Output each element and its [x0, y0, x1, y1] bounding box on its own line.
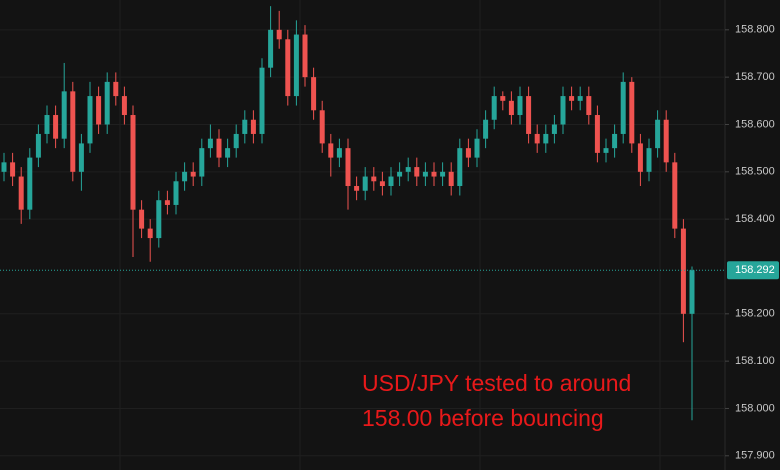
candle-body [182, 171, 188, 182]
y-tick-label: 158.600 [735, 118, 775, 130]
candle-body [156, 200, 162, 239]
candle-body [526, 96, 532, 134]
candle-body [87, 96, 93, 144]
candle-body [190, 171, 196, 177]
candle-body [620, 81, 626, 134]
y-tick-label: 158.400 [735, 213, 775, 225]
y-tick-label: 158.800 [735, 24, 775, 36]
candle-body [354, 186, 360, 191]
candle-body [603, 148, 609, 153]
candle-body [164, 200, 170, 205]
candle-body [130, 115, 136, 210]
candle-body [78, 143, 84, 172]
candle-body [10, 162, 16, 177]
candle-body [422, 171, 428, 177]
annotation: 158.00 before bouncing [362, 405, 604, 431]
y-tick-label: 158.100 [735, 355, 775, 367]
y-tick-label: 158.700 [735, 71, 775, 83]
y-tick-label: 158.000 [735, 402, 775, 414]
candle-body [121, 96, 127, 116]
candle-body [483, 119, 489, 139]
vertical-grid [119, 0, 661, 470]
candle-body [216, 138, 222, 158]
candle-body [672, 162, 678, 229]
candle-body [70, 91, 76, 172]
candle-body [500, 96, 506, 101]
candle-body [311, 77, 317, 111]
annotation: USD/JPY tested to around [362, 370, 631, 396]
candle-body [655, 119, 661, 149]
candle-body [534, 133, 540, 144]
candle-body [397, 171, 403, 177]
candle-body [457, 148, 463, 187]
candle-body [139, 209, 145, 229]
candle-body [96, 96, 102, 125]
candle-body [594, 115, 600, 153]
last-price-badge [727, 261, 779, 280]
candle-body [27, 157, 33, 210]
candle-body [319, 110, 325, 144]
candle-body [104, 81, 110, 125]
candle-body [328, 143, 334, 158]
candle-body [173, 181, 179, 205]
candle-body [285, 39, 291, 97]
candle-body [629, 81, 635, 144]
candle-body [259, 67, 265, 134]
candle-body [586, 96, 592, 116]
candle-body [508, 100, 514, 116]
candle-body [388, 176, 394, 187]
candle-body [250, 119, 256, 134]
candle-body [440, 171, 446, 177]
candle-body [474, 138, 480, 158]
candle-body [268, 29, 274, 68]
candle-body [35, 133, 41, 158]
candle-body [207, 138, 213, 149]
candle-body [147, 228, 153, 239]
candle-body [491, 96, 497, 120]
candle-body [242, 119, 248, 134]
candle-body [345, 148, 351, 187]
candle-body [405, 167, 411, 172]
candle-body [61, 91, 67, 139]
candle-body [543, 133, 549, 144]
candle-body [44, 115, 50, 134]
candle-body [302, 34, 308, 78]
candle-body [276, 29, 282, 40]
candle-body [663, 119, 669, 163]
candle-body [113, 81, 119, 97]
candle-body [551, 124, 557, 134]
y-tick-label: 158.500 [735, 166, 775, 178]
candle-body [336, 148, 342, 158]
candle-body [53, 115, 59, 139]
candle-body [637, 143, 643, 172]
candle-body [362, 176, 368, 191]
candle-body [577, 96, 583, 101]
candle-body [379, 181, 385, 187]
candle-body [414, 167, 420, 177]
candle-body [18, 176, 24, 210]
candle-body [646, 148, 652, 172]
candle-body [1, 162, 7, 172]
y-tick-label: 157.900 [735, 450, 775, 462]
candle-body [465, 148, 471, 158]
candle-body [199, 148, 205, 177]
candle-body [680, 228, 686, 314]
last-price-label: 158.292 [735, 264, 775, 276]
candle-body [233, 133, 239, 149]
candle-body [689, 270, 695, 314]
candle-body [225, 148, 231, 158]
y-tick-label: 158.200 [735, 308, 775, 320]
candle-body [560, 96, 566, 125]
candle-body [293, 34, 299, 97]
candle-body [569, 96, 575, 101]
candle-body [517, 96, 523, 116]
candle-body [431, 171, 437, 177]
candle-body [371, 176, 377, 182]
candle-body [448, 171, 454, 187]
candle-body [612, 133, 618, 149]
